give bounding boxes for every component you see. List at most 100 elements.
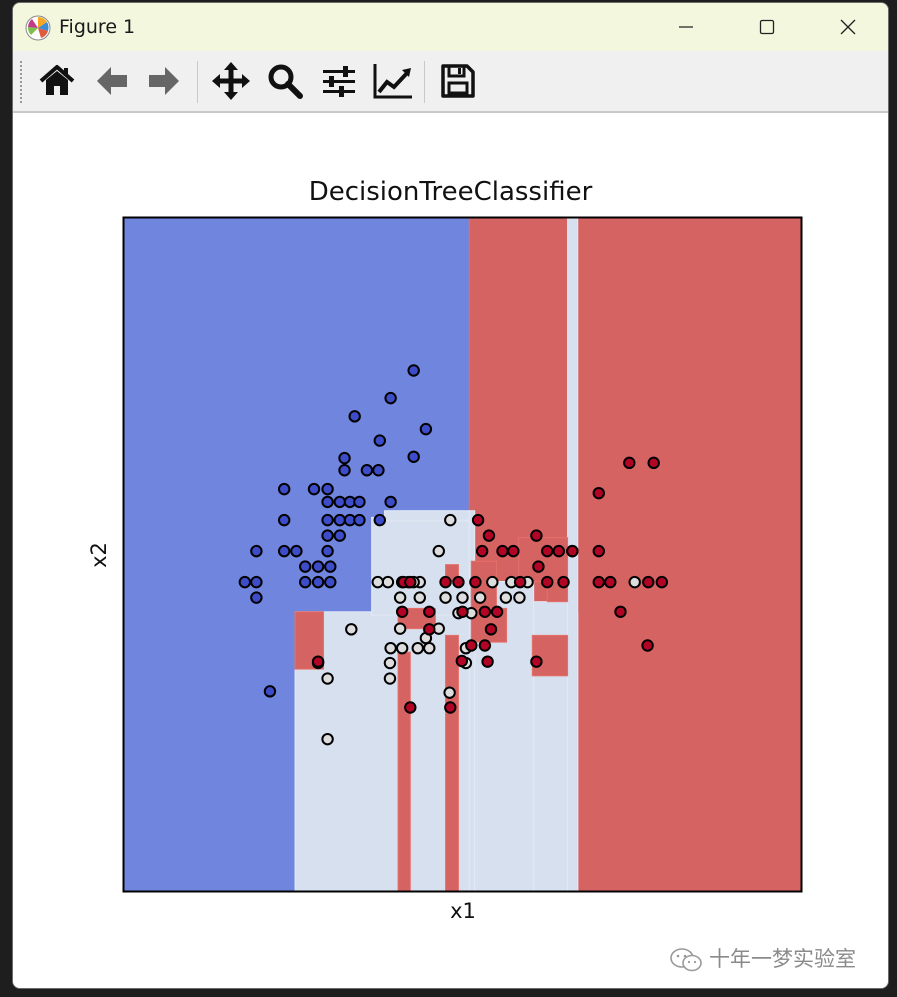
pan-button[interactable] (209, 59, 253, 103)
zoom-button[interactable] (263, 59, 307, 103)
data-point-class-0 (373, 513, 386, 527)
data-point-class-0 (277, 544, 291, 558)
pan-icon (212, 62, 250, 100)
data-point-class-2 (423, 623, 436, 636)
save-button[interactable] (436, 59, 480, 103)
chart-title: DecisionTreeClassifier (308, 177, 593, 207)
data-point-class-0 (324, 575, 337, 589)
toolbar-separator (197, 61, 198, 103)
data-point-class-0 (348, 410, 361, 423)
data-point-class-0 (360, 464, 374, 477)
home-button[interactable] (35, 59, 79, 103)
plot-area[interactable] (122, 216, 803, 893)
figure-window: Figure 1 (12, 2, 889, 989)
back-button[interactable] (90, 59, 134, 103)
data-point-class-1 (393, 622, 407, 635)
data-point-class-0 (333, 529, 346, 542)
minimize-icon (679, 26, 693, 28)
data-point-class-0 (324, 560, 337, 573)
decision-region-class-2 (397, 651, 411, 893)
forward-icon (149, 67, 179, 95)
data-point-class-0 (321, 495, 334, 509)
toolbar-grip[interactable] (20, 61, 25, 103)
data-point-class-2 (557, 575, 570, 589)
watermark-text: 十年一梦实验室 (709, 947, 856, 971)
data-point-class-0 (353, 513, 366, 527)
y-axis-label: x2 (87, 542, 111, 568)
data-point-class-0 (250, 575, 263, 589)
configure-subplots-button[interactable] (317, 59, 361, 103)
minimize-button[interactable] (646, 3, 726, 51)
data-point-class-0 (290, 544, 303, 558)
data-point-class-2 (484, 623, 498, 636)
data-point-class-0 (250, 544, 263, 558)
maximize-icon (759, 19, 775, 35)
data-point-class-2 (623, 456, 636, 470)
data-point-class-2 (439, 575, 452, 589)
data-point-class-1 (345, 623, 358, 636)
data-point-class-2 (455, 654, 469, 668)
data-point-class-1 (456, 591, 469, 604)
data-point-class-0 (384, 391, 397, 405)
data-point-class-2 (490, 605, 504, 618)
data-point-class-2 (642, 575, 655, 589)
data-point-class-1 (423, 641, 436, 655)
data-point-class-2 (496, 544, 509, 558)
data-point-class-1 (473, 591, 487, 604)
data-point-class-2 (471, 513, 485, 527)
data-point-class-2 (452, 575, 465, 589)
data-point-class-2 (475, 544, 489, 558)
data-point-class-2 (478, 639, 492, 652)
data-point-class-2 (478, 605, 492, 618)
data-point-class-2 (507, 544, 520, 558)
close-icon (840, 19, 856, 35)
data-point-class-0 (311, 575, 325, 589)
close-button[interactable] (808, 3, 888, 51)
data-point-class-2 (592, 486, 605, 500)
data-point-class-2 (541, 575, 554, 589)
data-point-class-0 (307, 482, 321, 496)
data-point-class-2 (456, 605, 469, 618)
data-point-class-1 (444, 513, 457, 527)
data-point-class-2 (647, 456, 660, 470)
data-point-class-1 (439, 591, 452, 604)
data-point-class-1 (321, 732, 334, 746)
data-point-class-1 (413, 591, 426, 604)
data-point-class-0 (277, 482, 291, 496)
data-point-class-0 (419, 422, 433, 436)
axes-frame (122, 216, 803, 893)
edit-axis-icon (373, 64, 412, 99)
data-point-class-1 (486, 575, 499, 589)
data-point-class-0 (321, 544, 334, 558)
data-point-class-1 (383, 672, 397, 685)
data-point-class-0 (321, 529, 334, 542)
configure-subplots-icon (323, 66, 355, 97)
data-point-class-1 (395, 641, 409, 655)
data-point-class-0 (250, 591, 263, 604)
data-point-class-2 (592, 544, 605, 558)
data-point-class-0 (333, 495, 346, 509)
data-point-class-2 (444, 701, 457, 714)
title-bar[interactable]: Figure 1 (13, 3, 888, 51)
data-point-class-0 (338, 464, 351, 477)
decision-region-class-1 (384, 510, 470, 522)
data-point-class-2 (614, 605, 627, 618)
data-point-class-1 (513, 591, 526, 604)
watermark: 十年一梦实验室 (669, 943, 856, 973)
data-point-class-0 (321, 482, 334, 496)
data-point-class-2 (513, 575, 527, 589)
edit-axis-button[interactable] (371, 59, 415, 103)
zoom-icon (268, 64, 303, 99)
data-point-class-1 (443, 686, 456, 699)
data-point-class-2 (481, 655, 494, 668)
matplotlib-icon (25, 15, 51, 41)
forward-button[interactable] (142, 59, 186, 103)
data-point-class-1 (371, 575, 384, 589)
back-icon (97, 67, 127, 95)
data-point-class-1 (393, 591, 407, 604)
data-point-class-0 (372, 464, 385, 477)
navigation-toolbar (13, 51, 888, 113)
home-icon (39, 65, 75, 95)
data-point-class-2 (641, 639, 654, 652)
maximize-button[interactable] (727, 3, 807, 51)
